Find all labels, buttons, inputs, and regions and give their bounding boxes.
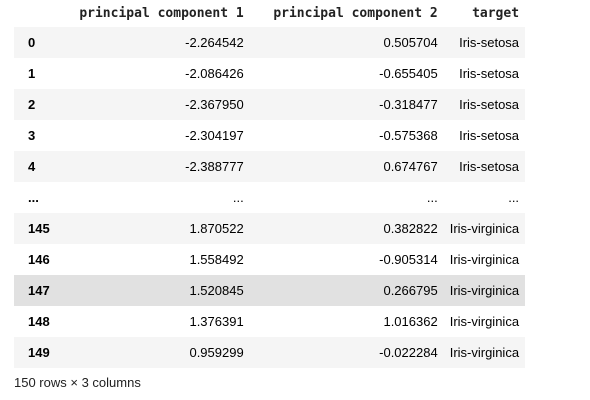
cell-pc2: -0.318477 [379, 97, 438, 112]
cell-pc1: 0.959299 [189, 345, 244, 360]
cell-pc2: 0.266795 [383, 283, 438, 298]
column-header-pc2: principal component 2 [273, 6, 438, 21]
cell-target: Iris-setosa [459, 128, 520, 143]
column-header-target: target [472, 6, 520, 21]
row-index: 3 [28, 128, 36, 143]
cell-target: Iris-virginica [449, 283, 520, 298]
cell-pc2: -0.575368 [379, 128, 438, 143]
cell-pc1: 1.870522 [189, 221, 244, 236]
cell-target: Iris-setosa [459, 97, 520, 112]
ellipsis-row: ... ... ... ... [14, 182, 526, 213]
table-row: 4 -2.388777 0.674767 Iris-setosa [14, 151, 526, 182]
row-index: 146 [28, 252, 50, 267]
cell-pc1: 1.520845 [189, 283, 244, 298]
cell-target: Iris-virginica [449, 252, 520, 267]
row-index: 0 [28, 35, 36, 50]
row-index: 148 [28, 314, 50, 329]
row-index: 147 [28, 283, 50, 298]
table-row: 149 0.959299 -0.022284 Iris-virginica [14, 337, 526, 368]
cell-pc1: -2.304197 [185, 128, 244, 143]
header-row: principal component 1 principal componen… [14, 0, 525, 27]
index-header [14, 0, 56, 27]
table-row: 148 1.376391 1.016362 Iris-virginica [14, 306, 526, 337]
cell-pc2: -0.655405 [379, 66, 438, 81]
row-index: 4 [28, 159, 36, 174]
cell-pc2: 0.674767 [383, 159, 438, 174]
cell-pc2: 1.016362 [383, 314, 438, 329]
cell-target: Iris-virginica [449, 314, 520, 329]
table-row: 0 -2.264542 0.505704 Iris-setosa [14, 27, 526, 58]
cell-target: ... [508, 190, 520, 205]
cell-pc1: ... [232, 190, 244, 205]
cell-pc2: -0.022284 [379, 345, 438, 360]
cell-target: Iris-setosa [459, 35, 520, 50]
row-index: 145 [28, 221, 50, 236]
row-index: 149 [28, 345, 50, 360]
table-row: 1 -2.086426 -0.655405 Iris-setosa [14, 58, 526, 89]
cell-pc1: -2.264542 [185, 35, 244, 50]
cell-pc1: 1.376391 [189, 314, 244, 329]
cell-pc1: -2.086426 [185, 66, 244, 81]
cell-target: Iris-setosa [459, 66, 520, 81]
cell-target: Iris-virginica [449, 221, 520, 236]
table-row: 2 -2.367950 -0.318477 Iris-setosa [14, 89, 526, 120]
row-index: ... [28, 190, 39, 205]
dataframe-output: principal component 1 principal componen… [14, 0, 526, 368]
cell-target: Iris-virginica [449, 345, 520, 360]
table-row: 3 -2.304197 -0.575368 Iris-setosa [14, 120, 526, 151]
cell-pc1: 1.558492 [189, 252, 244, 267]
table-row: 146 1.558492 -0.905314 Iris-virginica [14, 244, 526, 275]
dataframe-table: principal component 1 principal componen… [14, 0, 526, 368]
table-body: 0 -2.264542 0.505704 Iris-setosa 1 -2.08… [14, 27, 526, 368]
dataframe-shape-label: 150 rows × 3 columns [14, 375, 141, 390]
row-index: 2 [28, 97, 36, 112]
table-row: 145 1.870522 0.382822 Iris-virginica [14, 213, 526, 244]
cell-pc2: 0.505704 [383, 35, 438, 50]
cell-target: Iris-setosa [459, 159, 520, 174]
column-header-pc1: principal component 1 [79, 6, 244, 21]
table-header: principal component 1 principal componen… [14, 0, 525, 27]
cell-pc2: 0.382822 [383, 221, 438, 236]
cell-pc1: -2.367950 [185, 97, 244, 112]
row-index: 1 [28, 66, 36, 81]
cell-pc1: -2.388777 [185, 159, 244, 174]
cell-pc2: ... [426, 190, 438, 205]
cell-pc2: -0.905314 [379, 252, 438, 267]
table-row-hovered: 147 1.520845 0.266795 Iris-virginica [14, 275, 526, 306]
